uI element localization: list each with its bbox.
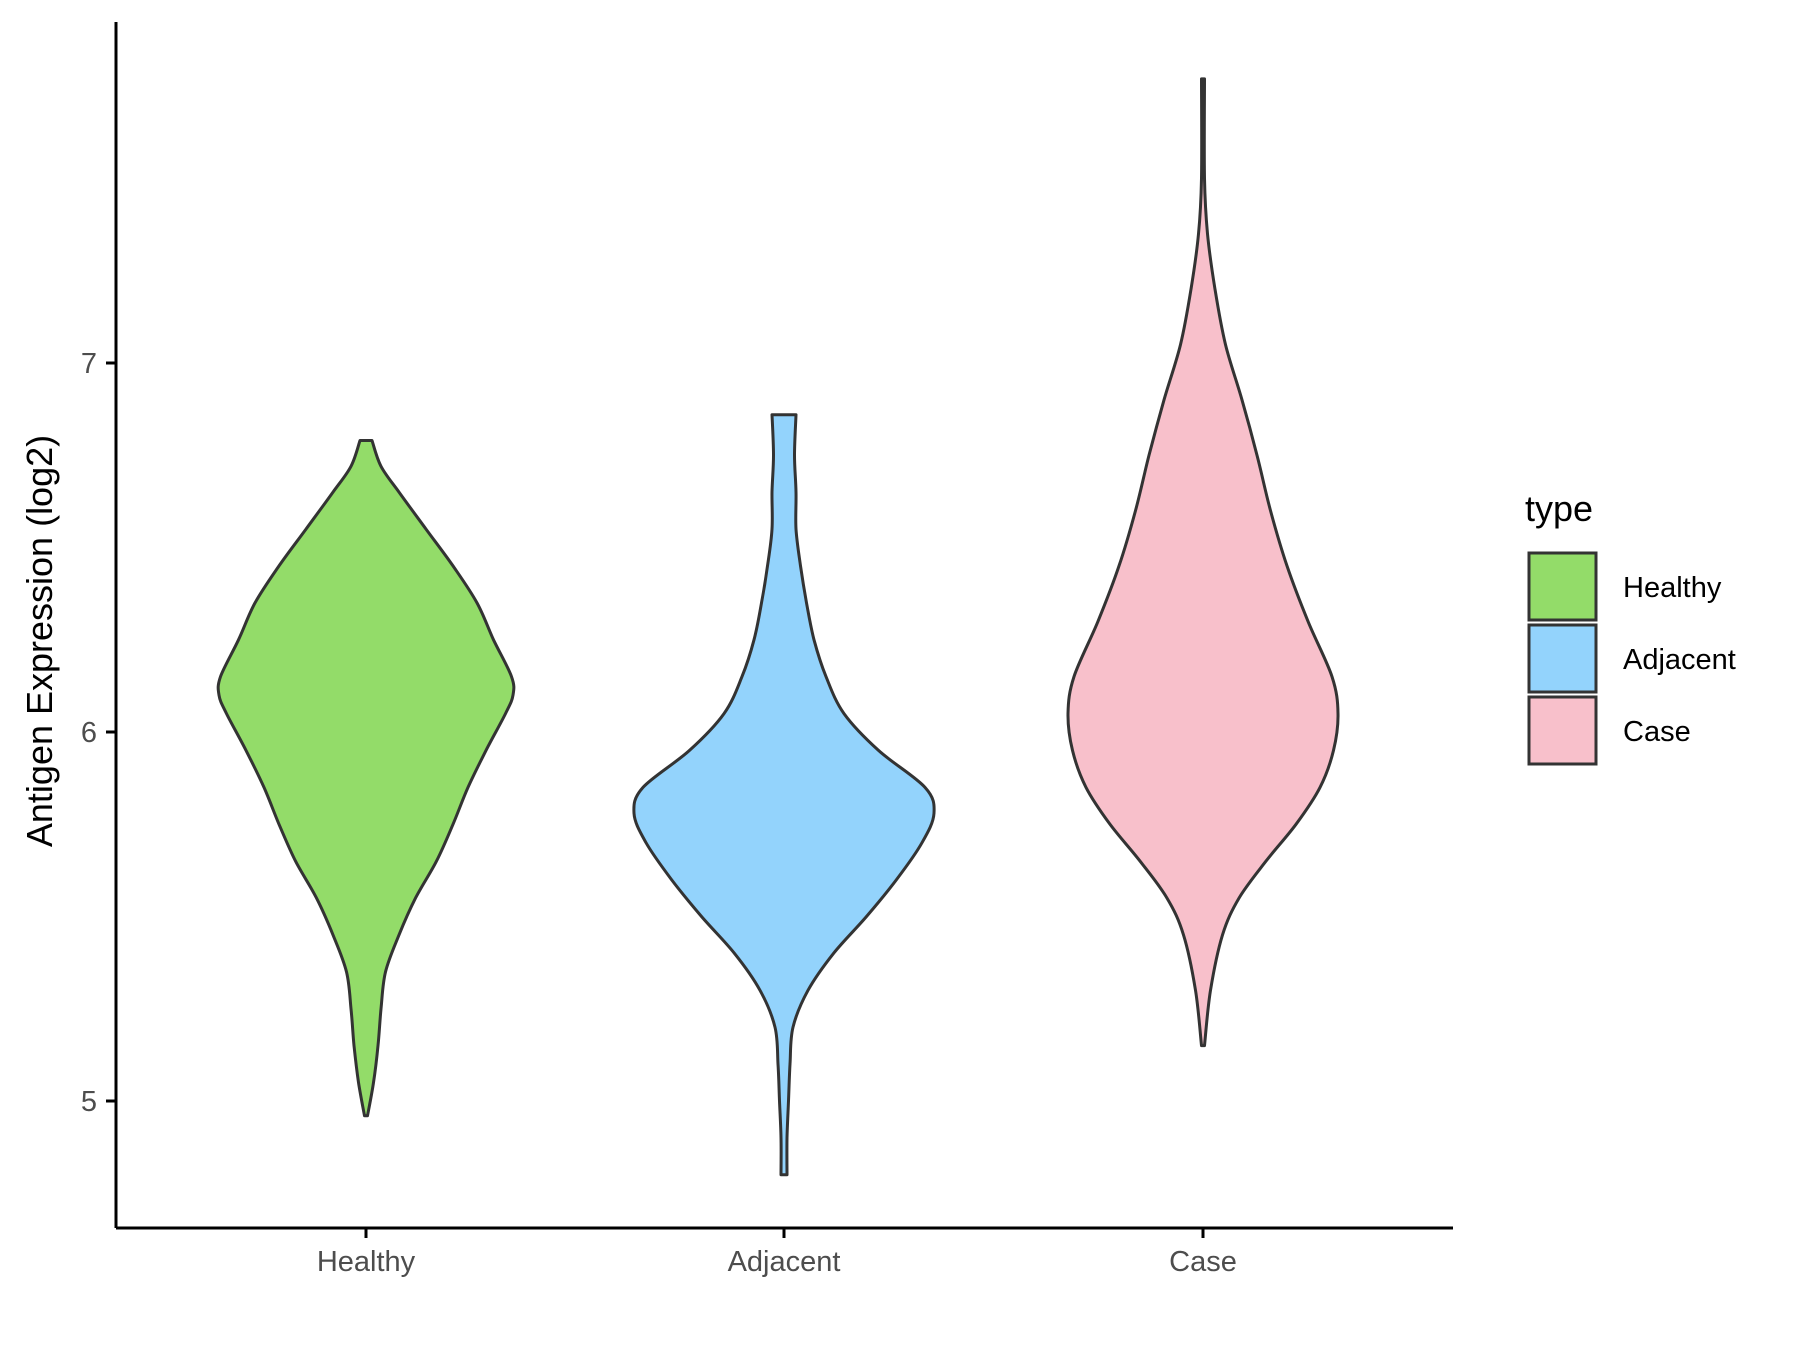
legend-label-case: Case	[1623, 716, 1691, 748]
violin-healthy	[216, 439, 516, 1118]
legend: type Healthy Adjacent Case	[1525, 488, 1736, 766]
y-tick-label: 6	[81, 717, 97, 749]
legend-label-adjacent: Adjacent	[1623, 644, 1736, 676]
legend-label-healthy: Healthy	[1623, 572, 1722, 604]
legend-entries: Healthy Adjacent Case	[1527, 551, 1736, 766]
x-ticks-group: Healthy Adjacent Case	[317, 1228, 1237, 1278]
legend-swatch-healthy	[1527, 551, 1598, 622]
violin-case	[1066, 77, 1340, 1048]
x-tick-label: Case	[1169, 1246, 1237, 1278]
x-tick-label: Adjacent	[728, 1246, 841, 1278]
x-tick-label: Healthy	[317, 1246, 416, 1278]
legend-title: type	[1525, 488, 1593, 529]
y-ticks-group: 5 6 7	[81, 348, 116, 1118]
legend-swatch-adjacent	[1527, 623, 1598, 694]
y-tick-label: 7	[81, 348, 97, 380]
violin-adjacent	[632, 413, 936, 1177]
y-tick-label: 5	[81, 1086, 97, 1118]
violins-group	[216, 77, 1340, 1177]
y-axis-title: Antigen Expression (log2)	[19, 435, 60, 847]
legend-swatch-case	[1527, 695, 1598, 766]
